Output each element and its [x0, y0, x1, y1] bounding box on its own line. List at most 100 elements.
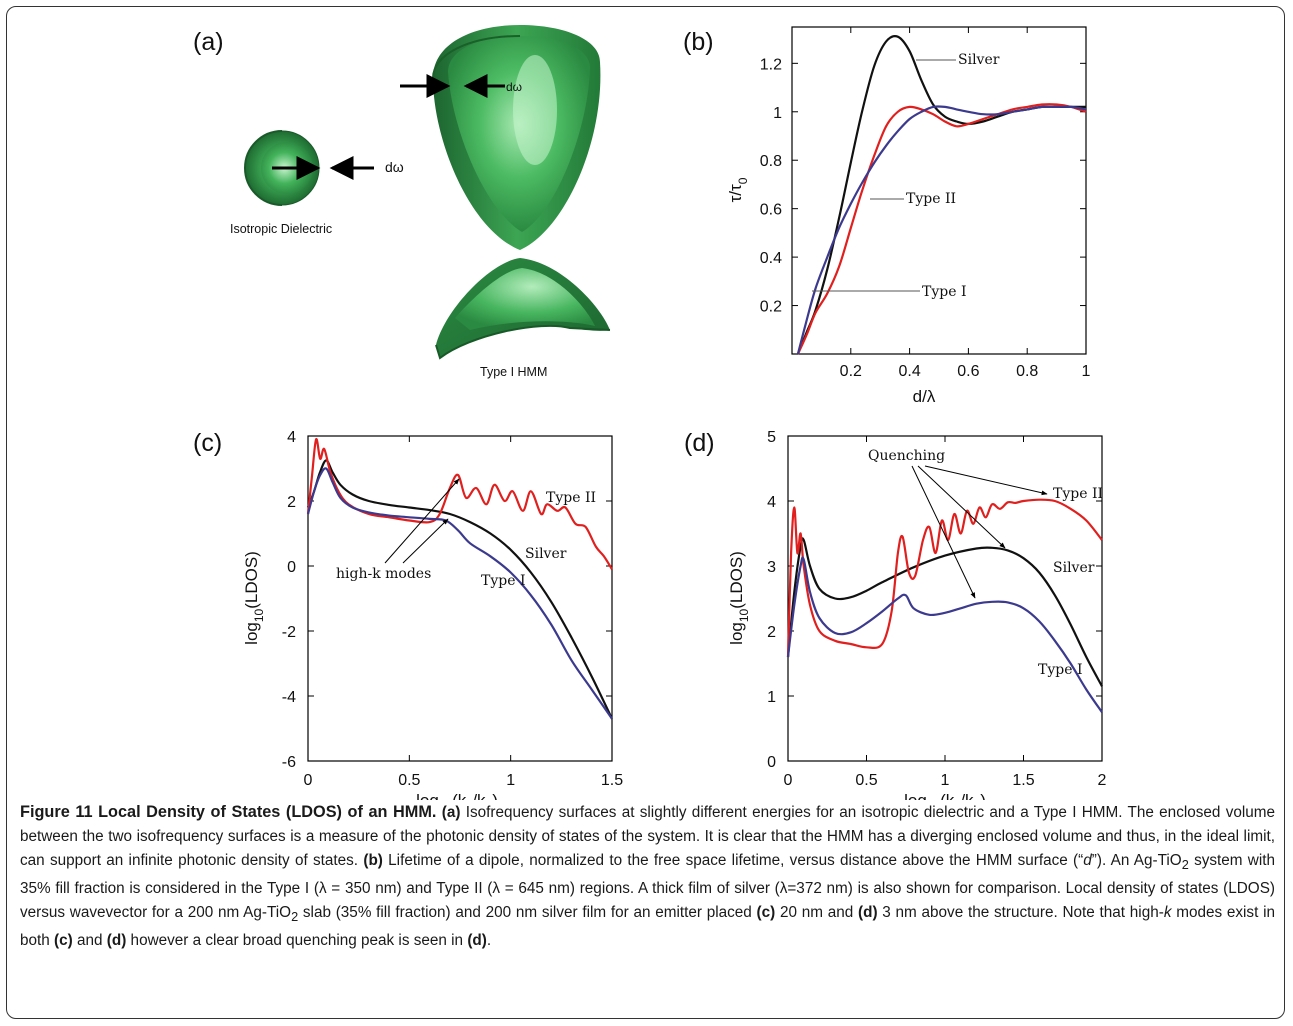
panel-c-ytick-label: 4	[287, 429, 296, 446]
panel-b-ytick-label: 0.6	[760, 202, 782, 219]
panel-b-ann-silver: Silver	[958, 52, 1000, 68]
panel-b-label: (b)	[683, 28, 714, 56]
panel-b-ytick-label: 0.8	[760, 153, 782, 170]
panel-d-label: (d)	[684, 429, 715, 457]
panel-b-xtick-label: 0.2	[840, 363, 862, 380]
caption-text-d4: however a clear broad quenching peak is …	[126, 932, 468, 950]
caption-text-d5: .	[486, 932, 492, 950]
caption-italic-d: d	[1083, 852, 1092, 869]
panel-c-ytick-label: 0	[287, 559, 296, 576]
caption-text-b3: system with 35% fill fraction is conside…	[20, 852, 1276, 922]
panel-c: (c) 0 0.5 1 1.5 -6 -4 -2 0 2 4 log10(kx/k0) log10…	[193, 429, 623, 800]
panel-d-xtick-label: 1.5	[1012, 772, 1034, 789]
caption-italic-k: k	[1163, 904, 1172, 922]
panel-d-xlabel: log10(kx/k0)	[904, 791, 986, 800]
panel-d-ytick-label: 4	[767, 494, 776, 511]
panel-d-ann-quenching: Quenching	[868, 448, 945, 464]
panel-d-ann-type-ii: Type II	[1053, 486, 1103, 502]
panel-c-ytick-label: -4	[282, 689, 296, 706]
dw-label-left: dω	[385, 159, 404, 175]
panel-c-xtick-label: 0.5	[398, 772, 420, 789]
panel-c-ytick-label: 2	[287, 494, 296, 511]
caption-tag-c2: (c)	[54, 932, 73, 950]
panel-c-ann-high-k: high-k modes	[336, 566, 431, 582]
panel-a: (a) dω Isotropic Dielectric dω Type I	[193, 25, 611, 379]
panel-c-line-type-i	[306, 467, 613, 720]
panel-b-lines	[796, 35, 1087, 355]
panel-b-xtick-label: 0.8	[1016, 363, 1038, 380]
panel-d-ytick-label: 0	[767, 754, 776, 771]
panel-c-ylabel: log10(LDOS)	[242, 551, 266, 645]
dw-label-right: dω	[506, 80, 522, 94]
panel-b-ylabel: τ/τ0	[726, 177, 750, 202]
caption-tag-d: (d)	[858, 904, 878, 922]
caption-text-b2: ”). An Ag-TiO	[1091, 852, 1182, 869]
panel-d-lines	[786, 498, 1103, 713]
panel-b-line-type-ii	[796, 103, 1087, 355]
panel-d-line-type-ii	[786, 498, 1103, 658]
panel-c-xtick-label: 1	[506, 772, 515, 789]
panel-d-xtick-label: 0	[784, 772, 793, 789]
panel-d-ytick-label: 3	[767, 559, 776, 576]
panel-b-ytick-label: 0.2	[760, 299, 782, 316]
panel-b-line-type-i	[796, 105, 1087, 355]
panel-c-xtick-label: 0	[304, 772, 313, 789]
panel-d-ytick-label: 5	[767, 429, 776, 446]
caption-tag-c: (c)	[756, 904, 776, 922]
isotropic-sphere	[244, 130, 374, 206]
panel-b: (b) 0.2 0.4 0.6 0.8 1 0.2 0.4 0.6 0.8 1 1.2 d/λ τ/…	[683, 26, 1091, 406]
panel-b-ann-type-ii: Type II	[906, 191, 956, 207]
panel-d-ticks: 0 0.5 1 1.5 2 0 1 2 3 4 5	[767, 429, 1106, 789]
panel-c-xlabel: log10(kx/k0)	[416, 791, 498, 800]
panel-c-xtick-label: 1.5	[601, 772, 623, 789]
panel-b-xtick-label: 0.6	[957, 363, 979, 380]
figure-caption: Figure 11 Local Density of States (LDOS)…	[20, 800, 1275, 953]
panel-c-ann-type-ii: Type II	[546, 490, 596, 506]
panel-d: (d) 0 0.5 1 1.5 2 0 1 2 3 4 5 log10(kx/k0) log10(L…	[684, 429, 1107, 800]
figure-frame	[6, 6, 1285, 1019]
panel-b-ytick-label: 0.4	[760, 250, 782, 267]
panel-c-ticks: 0 0.5 1 1.5 -6 -4 -2 0 2 4	[282, 429, 623, 789]
caption-tag-d2: (d)	[106, 932, 127, 950]
panel-c-ytick-label: -6	[282, 754, 296, 771]
caption-text-b1: Lifetime of a dipole, normalized to the …	[382, 852, 1084, 869]
caption-tag-b: (b)	[363, 852, 383, 869]
panel-b-xlabel: d/λ	[913, 387, 936, 406]
panel-c-label: (c)	[193, 429, 222, 457]
caption-tag-a: (a)	[441, 804, 461, 821]
panel-d-xtick-label: 2	[1098, 772, 1107, 789]
panel-b-xtick-label: 1	[1082, 363, 1091, 380]
caption-text-d1: 3 nm above the structure. Note that high…	[877, 904, 1164, 922]
caption-text-d3: and	[72, 932, 107, 950]
hmm-label: Type I HMM	[480, 365, 547, 379]
panel-d-ylabel: log10(LDOS)	[727, 551, 751, 645]
figure-canvas: (a) dω Isotropic Dielectric dω Type I	[193, 25, 1107, 800]
caption-tag-d3: (d)	[467, 932, 487, 950]
panel-b-ytick-label: 1	[773, 105, 782, 122]
isotropic-label: Isotropic Dielectric	[230, 222, 332, 236]
hyperboloid-upper	[400, 25, 601, 250]
panel-c-ann-type-i: Type I	[481, 573, 525, 589]
panel-c-axes-box	[307, 435, 613, 762]
panel-d-line-type-i	[786, 556, 1103, 713]
caption-title: Figure 11 Local Density of States (LDOS)…	[20, 803, 437, 821]
panel-d-ann-silver: Silver	[1053, 560, 1095, 576]
panel-d-ytick-label: 1	[767, 689, 776, 706]
hyperboloid-lower	[435, 258, 611, 360]
panel-b-axes-box	[791, 26, 1087, 355]
panel-d-ann-type-i: Type I	[1038, 662, 1082, 678]
panel-b-ticks: 0.2 0.4 0.6 0.8 1 0.2 0.4 0.6 0.8 1 1.2	[760, 27, 1091, 380]
panel-d-line-silver	[786, 537, 1103, 687]
panel-c-ann-silver: Silver	[525, 546, 567, 562]
panel-d-ytick-label: 2	[767, 624, 776, 641]
panel-b-ytick-label: 1.2	[760, 56, 782, 73]
panel-c-ytick-label: -2	[282, 624, 296, 641]
panel-d-xtick-label: 0.5	[855, 772, 877, 789]
panel-b-xtick-label: 0.4	[898, 363, 920, 380]
caption-sub-2b: 2	[291, 909, 299, 925]
caption-text-d2: modes exist in both	[20, 904, 1275, 950]
caption-text-b4: slab (35% fill fraction) and 200 nm silv…	[298, 904, 757, 922]
panel-c-line-type-ii	[306, 438, 613, 570]
caption-text-c: 20 nm and	[775, 904, 858, 922]
panel-a-label: (a)	[193, 28, 224, 56]
